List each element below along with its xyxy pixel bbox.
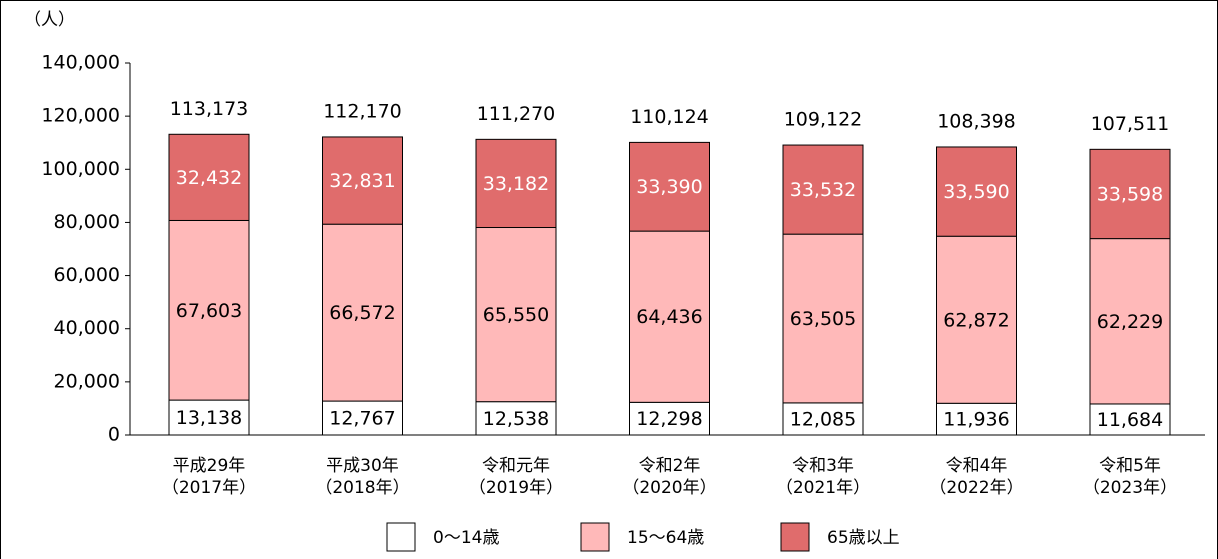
- bar-segment: [1089, 148, 1171, 240]
- bar-segment: [629, 141, 710, 232]
- data-label: 12,298: [636, 408, 702, 430]
- y-tick-label: 40,000: [54, 317, 120, 339]
- bar-segment: [322, 223, 403, 402]
- legend-label: 0～14歳: [433, 528, 499, 548]
- data-label: 32,831: [329, 170, 395, 192]
- legend-swatch: [580, 522, 610, 552]
- bar-segment: [475, 401, 557, 436]
- data-label: 67,603: [176, 300, 242, 322]
- data-label: 33,598: [1097, 183, 1163, 205]
- data-label: 11,936: [943, 409, 1009, 431]
- x-tick-label: 令和5年: [1099, 456, 1161, 476]
- data-label: 13,138: [176, 407, 242, 429]
- x-tick-label: 令和2年: [639, 456, 701, 476]
- x-tick-label: （2018年）: [315, 478, 409, 498]
- x-tick-label: 令和4年: [946, 456, 1008, 476]
- x-tick-label: （2019年）: [469, 478, 563, 498]
- data-label: 62,229: [1097, 311, 1163, 333]
- data-label: 33,390: [636, 176, 702, 198]
- bar-segment: [168, 133, 250, 221]
- data-label: 33,590: [943, 181, 1009, 203]
- x-tick-label: 令和元年: [482, 456, 550, 476]
- legend-swatch: [780, 522, 810, 552]
- x-tick-label: （2020年）: [622, 478, 716, 498]
- data-label: 33,182: [483, 173, 549, 195]
- total-label: 108,398: [937, 110, 1016, 132]
- x-tick-label: （2022年）: [929, 478, 1023, 498]
- total-label: 111,270: [477, 103, 556, 125]
- bar-segment: [475, 138, 557, 229]
- data-label: 65,550: [483, 304, 549, 326]
- bar-segment: [322, 136, 403, 225]
- bar-segment: [322, 400, 403, 436]
- y-tick-label: 20,000: [54, 370, 120, 392]
- bar-segment: [168, 399, 250, 436]
- legend-label: 15～64歳: [627, 528, 704, 548]
- legend-label: 65歳以上: [827, 528, 900, 548]
- bar-segment: [1089, 403, 1171, 436]
- y-tick-label: 0: [108, 424, 120, 446]
- data-label: 32,432: [176, 167, 242, 189]
- x-tick-label: （2017年）: [162, 478, 256, 498]
- total-label: 109,122: [784, 109, 863, 131]
- y-tick-label: 140,000: [41, 52, 120, 74]
- bar-segment: [936, 146, 1017, 237]
- bar-segment: [782, 144, 864, 235]
- data-label: 33,532: [790, 179, 856, 201]
- y-tick-label: 100,000: [41, 158, 120, 180]
- y-tick-label: 120,000: [41, 105, 120, 127]
- y-tick-label: 80,000: [54, 211, 120, 233]
- total-label: 112,170: [323, 100, 402, 122]
- bar-segment: [782, 402, 864, 436]
- data-label: 12,538: [483, 408, 549, 430]
- x-tick-label: （2023年）: [1083, 478, 1177, 498]
- data-label: 66,572: [329, 302, 395, 324]
- bar-segment: [782, 233, 864, 404]
- x-tick-label: 平成29年: [173, 456, 246, 476]
- bar-segment: [629, 401, 710, 436]
- data-label: 11,684: [1097, 409, 1163, 431]
- data-label: 12,085: [790, 408, 856, 430]
- total-label: 110,124: [630, 106, 709, 128]
- bar-segment: [936, 235, 1017, 404]
- data-label: 62,872: [943, 309, 1009, 331]
- bar-segment: [475, 227, 557, 403]
- y-unit: （人）: [24, 10, 75, 30]
- bar-segment: [629, 230, 710, 403]
- y-tick-label: 60,000: [54, 264, 120, 286]
- bar-segment: [936, 402, 1017, 436]
- data-label: 64,436: [636, 306, 702, 328]
- total-label: 113,173: [170, 98, 249, 120]
- bar-segment: [1089, 238, 1171, 405]
- x-tick-label: 令和3年: [792, 456, 854, 476]
- legend-swatch: [386, 522, 416, 552]
- data-label: 12,767: [329, 408, 395, 430]
- bar-segment: [168, 219, 250, 401]
- x-tick-label: （2021年）: [776, 478, 870, 498]
- data-label: 63,505: [790, 308, 856, 330]
- x-tick-label: 平成30年: [326, 456, 399, 476]
- total-label: 107,511: [1091, 113, 1170, 135]
